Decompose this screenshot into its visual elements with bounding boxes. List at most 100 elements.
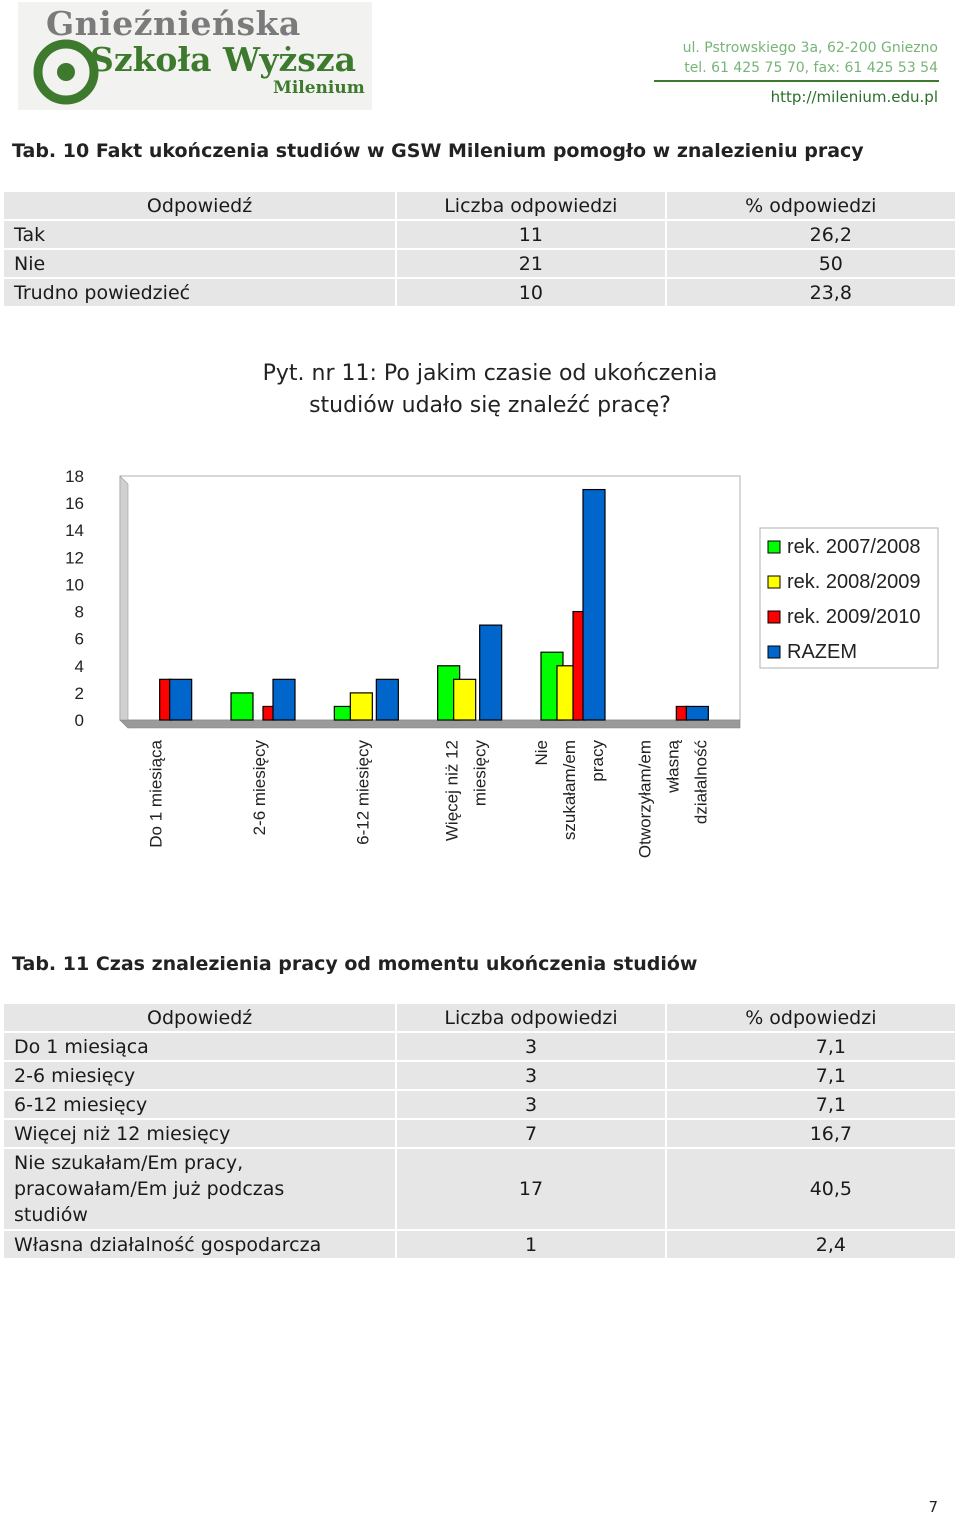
bar-chart: 0 2 4 6 8 10 12 14 16 18 Do 1 miesiąca 2-6 miesięcy…	[65, 467, 939, 858]
bar-razem	[272, 678, 296, 721]
y-tick-label: 16	[65, 494, 84, 513]
column-header: Liczba odpowiedzi	[397, 1004, 665, 1031]
table-row: 2-6 miesięcy 3 7,1	[4, 1062, 955, 1089]
legend-label: rek. 2008/2009	[787, 571, 920, 593]
table-row: Więcej niż 12 miesięcy 7 16,7	[4, 1120, 955, 1147]
bar-razem	[685, 705, 709, 721]
x-tick-label-line: Do 1 miesiąca	[147, 739, 166, 847]
table-header-row: Odpowiedź Liczba odpowiedzi % odpowiedzi	[4, 192, 955, 219]
answer-cell: Tak	[4, 221, 396, 248]
count-cell: 21	[397, 250, 665, 277]
logo-emblem-icon	[33, 39, 99, 105]
column-header: % odpowiedzi	[666, 192, 955, 219]
table-row: Tak 11 26,2	[4, 221, 955, 248]
answer-cell: Nie szukałam/Em pracy, pracowałam/Em już…	[4, 1149, 396, 1229]
chart-title-line1: Pyt. nr 11: Po jakim czasie od ukończeni…	[262, 361, 718, 386]
plot-wall	[119, 475, 129, 729]
column-header: % odpowiedzi	[666, 1004, 955, 1031]
count-cell: 3	[397, 1091, 665, 1118]
bar-rek-2008-2009	[349, 692, 373, 721]
bar-razem	[582, 488, 606, 721]
y-tick-label: 0	[75, 711, 84, 730]
x-tick-label-line: 6-12 miesięcy	[353, 740, 372, 845]
percent-cell: 40,5	[666, 1149, 955, 1229]
bar-razem	[375, 678, 399, 721]
x-tick-label-line: Więcej niż 12	[443, 740, 462, 841]
legend-swatch	[767, 575, 781, 589]
x-tick-label-line: pracy	[588, 740, 607, 782]
page-number: 7	[928, 1498, 938, 1516]
y-tick-label: 8	[75, 603, 84, 622]
answer-cell: 6-12 miesięcy	[4, 1091, 396, 1118]
y-tick-label: 14	[65, 521, 84, 540]
contact-info: ul. Pstrowskiego 3a, 62-200 Gniezno tel.…	[683, 38, 938, 78]
answer-cell: Nie	[4, 250, 396, 277]
table-row: Do 1 miesiąca 3 7,1	[4, 1033, 955, 1060]
logo-line1: Gnieźnieńska	[46, 4, 301, 43]
legend-label: rek. 2007/2008	[787, 536, 920, 558]
answer-cell: Do 1 miesiąca	[4, 1033, 396, 1060]
table11-caption: Tab. 11 Czas znalezienia pracy od moment…	[12, 953, 698, 975]
table10: Odpowiedź Liczba odpowiedzi % odpowiedzi…	[2, 190, 957, 308]
website-url[interactable]: http://milenium.edu.pl	[770, 88, 938, 106]
chart-title-line2: studiów udało się znaleźć pracę?	[309, 393, 671, 418]
table-row: Nie szukałam/Em pracy, pracowałam/Em już…	[4, 1149, 955, 1229]
count-cell: 3	[397, 1033, 665, 1060]
x-tick-label-line: własną	[663, 739, 682, 793]
legend-swatch	[767, 645, 781, 659]
x-tick-label: Więcej niż 12 miesięcy	[443, 740, 490, 842]
table-row: Trudno powiedzieć 10 23,8	[4, 279, 955, 306]
count-cell: 7	[397, 1120, 665, 1147]
x-tick-label-line: 2-6 miesięcy	[250, 740, 269, 836]
percent-cell: 2,4	[666, 1231, 955, 1258]
table-header-row: Odpowiedź Liczba odpowiedzi % odpowiedzi	[4, 1004, 955, 1031]
bar-rek-2007-2008	[230, 692, 254, 721]
percent-cell: 7,1	[666, 1091, 955, 1118]
x-tick-label-line: Otworzyłam/em	[635, 740, 654, 858]
logo-line3: Milenium	[273, 78, 365, 98]
percent-cell: 26,2	[666, 221, 955, 248]
legend-label: rek. 2009/2010	[787, 606, 920, 628]
phone: tel. 61 425 75 70, fax: 61 425 53 54	[684, 60, 938, 76]
table11: Odpowiedź Liczba odpowiedzi % odpowiedzi…	[2, 1002, 957, 1260]
x-tick-label-line: miesięcy	[471, 740, 490, 807]
chart-title: Pyt. nr 11: Po jakim czasie od ukończeni…	[180, 358, 800, 422]
x-tick-label: 2-6 miesięcy	[250, 740, 269, 836]
x-tick-label: Nie szukałam/em pracy	[532, 740, 607, 841]
column-header: Odpowiedź	[4, 192, 396, 219]
percent-cell: 7,1	[666, 1062, 955, 1089]
bar-razem	[169, 678, 193, 721]
table-row: Własna działalność gospodarcza 1 2,4	[4, 1231, 955, 1258]
count-cell: 17	[397, 1149, 665, 1229]
x-tick-label-line: szukałam/em	[560, 740, 579, 840]
column-header: Liczba odpowiedzi	[397, 192, 665, 219]
y-tick-label: 4	[75, 657, 84, 676]
count-cell: 11	[397, 221, 665, 248]
percent-cell: 50	[666, 250, 955, 277]
legend-swatch	[767, 610, 781, 624]
school-logo: Gnieźnieńska Szkoła Wyższa Milenium	[18, 2, 372, 110]
x-tick-label-line: działalność	[691, 740, 710, 825]
percent-cell: 16,7	[666, 1120, 955, 1147]
x-tick-label: 6-12 miesięcy	[353, 740, 372, 845]
bar-rek-2008-2009	[453, 678, 477, 721]
y-tick-label: 2	[75, 684, 84, 703]
count-cell: 10	[397, 279, 665, 306]
x-tick-label-line: Nie	[532, 740, 551, 766]
y-tick-label: 18	[65, 467, 84, 486]
table10-caption: Tab. 10 Fakt ukończenia studiów w GSW Mi…	[12, 140, 864, 162]
count-cell: 3	[397, 1062, 665, 1089]
answer-cell: Więcej niż 12 miesięcy	[4, 1120, 396, 1147]
answer-cell: Trudno powiedzieć	[4, 279, 396, 306]
legend-swatch	[767, 540, 781, 554]
x-tick-label: Do 1 miesiąca	[147, 739, 166, 847]
answer-cell: 2-6 miesięcy	[4, 1062, 396, 1089]
legend-box	[759, 527, 939, 669]
percent-cell: 7,1	[666, 1033, 955, 1060]
plot-area	[119, 475, 741, 721]
column-header: Odpowiedź	[4, 1004, 396, 1031]
legend-label: RAZEM	[787, 641, 857, 663]
logo-line2: Szkoła Wyższa	[90, 40, 356, 79]
table-row: 6-12 miesięcy 3 7,1	[4, 1091, 955, 1118]
plot-floor	[119, 719, 741, 729]
